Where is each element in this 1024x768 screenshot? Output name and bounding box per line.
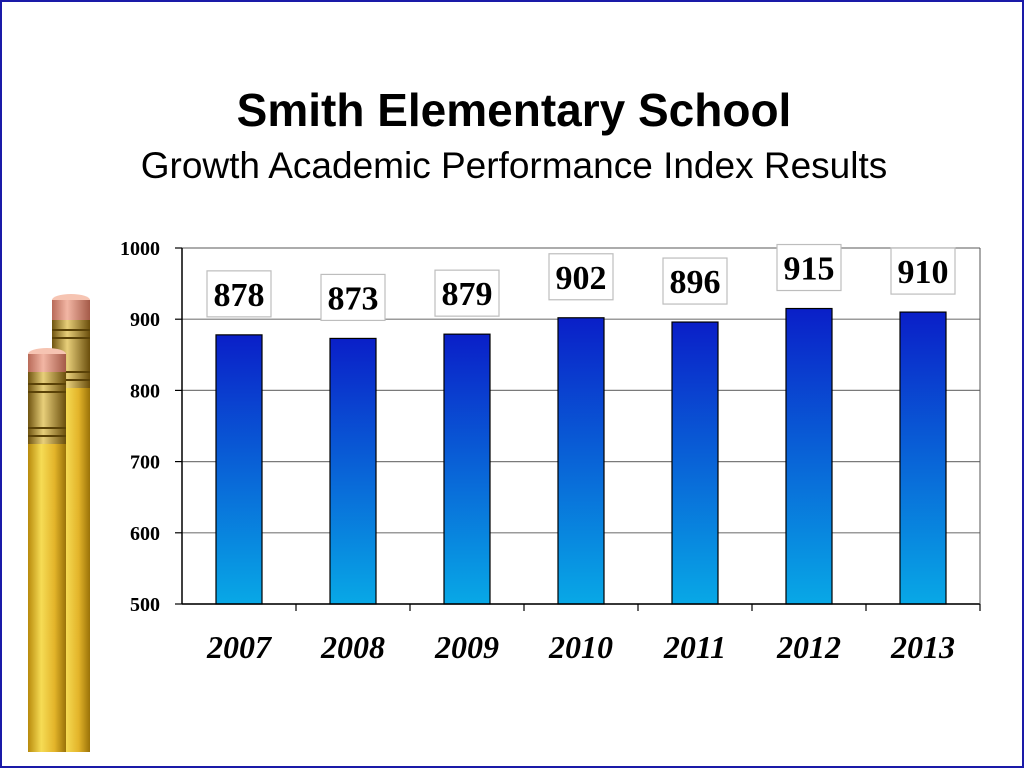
y-tick-label: 900 — [130, 309, 160, 331]
x-tick-label: 2009 — [434, 629, 499, 665]
data-label-box — [320, 273, 386, 322]
y-tick-label: 1000 — [120, 238, 160, 260]
slide-subtitle: Growth Academic Performance Index Result… — [140, 145, 888, 186]
y-tick-label: 600 — [130, 523, 160, 545]
bar — [443, 333, 491, 605]
data-label-box — [776, 243, 842, 292]
data-label-box — [434, 269, 500, 317]
data-label: 910 — [898, 254, 949, 291]
bar — [329, 337, 377, 605]
pencils-icon — [28, 294, 90, 752]
y-tick-label: 800 — [130, 380, 160, 402]
bar — [785, 307, 833, 605]
slide-title: Smith Elementary School — [236, 84, 792, 136]
data-label: 878 — [214, 277, 265, 314]
x-tick-label: 2012 — [776, 629, 841, 665]
bar — [899, 311, 947, 605]
axes — [175, 247, 981, 611]
data-label-box — [890, 247, 956, 295]
x-tick-label: 2011 — [663, 629, 726, 665]
data-label-box — [206, 270, 272, 318]
bar — [215, 334, 263, 605]
data-label-box — [548, 253, 614, 301]
data-label: 915 — [784, 251, 835, 288]
data-label: 896 — [670, 264, 721, 301]
bars — [215, 307, 947, 605]
data-label: 879 — [442, 276, 493, 313]
bar — [557, 317, 605, 605]
data-label: 902 — [556, 260, 607, 297]
data-labels: 878 873 879 902 896 915 910 — [206, 243, 956, 322]
x-tick-labels: 2007 2008 2009 2010 2011 2012 2013 — [206, 629, 955, 665]
y-tick-labels: 500 600 700 800 900 1000 — [120, 238, 160, 616]
data-label: 873 — [328, 280, 379, 317]
x-tick-label: 2008 — [320, 629, 385, 665]
x-tick-label: 2007 — [206, 629, 273, 665]
y-tick-label: 700 — [130, 452, 160, 474]
x-tick-label: 2013 — [890, 629, 955, 665]
bar — [671, 321, 719, 605]
data-label-box — [662, 257, 728, 305]
x-tick-label: 2010 — [548, 629, 613, 665]
y-tick-label: 500 — [130, 594, 160, 616]
